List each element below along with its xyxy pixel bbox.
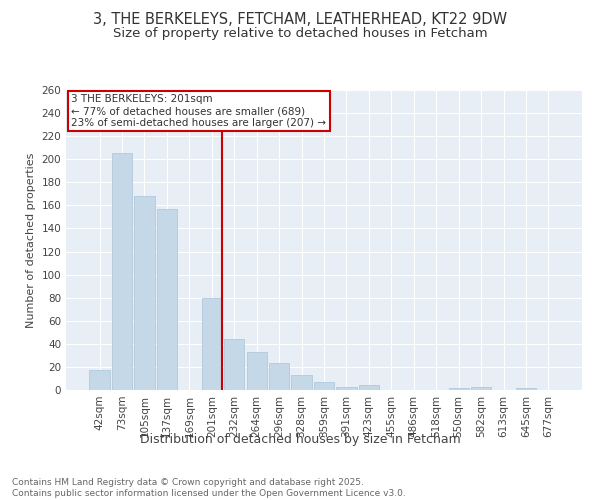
Text: Contains HM Land Registry data © Crown copyright and database right 2025.
Contai: Contains HM Land Registry data © Crown c… [12, 478, 406, 498]
Bar [516, 388, 536, 390]
Text: Distribution of detached houses by size in Fetcham: Distribution of detached houses by size … [140, 432, 460, 446]
Bar [202, 298, 222, 390]
Text: 3, THE BERKELEYS, FETCHAM, LEATHERHEAD, KT22 9DW: 3, THE BERKELEYS, FETCHAM, LEATHERHEAD, … [93, 12, 507, 28]
Bar [247, 352, 267, 390]
Bar [359, 386, 379, 390]
Bar [337, 386, 356, 390]
Bar [449, 388, 469, 390]
Bar [314, 382, 334, 390]
Bar [134, 196, 155, 390]
Bar [89, 370, 110, 390]
Bar [471, 386, 491, 390]
Bar [269, 364, 289, 390]
Bar [112, 154, 132, 390]
Y-axis label: Number of detached properties: Number of detached properties [26, 152, 36, 328]
Text: 3 THE BERKELEYS: 201sqm
← 77% of detached houses are smaller (689)
23% of semi-d: 3 THE BERKELEYS: 201sqm ← 77% of detache… [71, 94, 326, 128]
Bar [292, 375, 311, 390]
Text: Size of property relative to detached houses in Fetcham: Size of property relative to detached ho… [113, 28, 487, 40]
Bar [157, 209, 177, 390]
Bar [224, 339, 244, 390]
